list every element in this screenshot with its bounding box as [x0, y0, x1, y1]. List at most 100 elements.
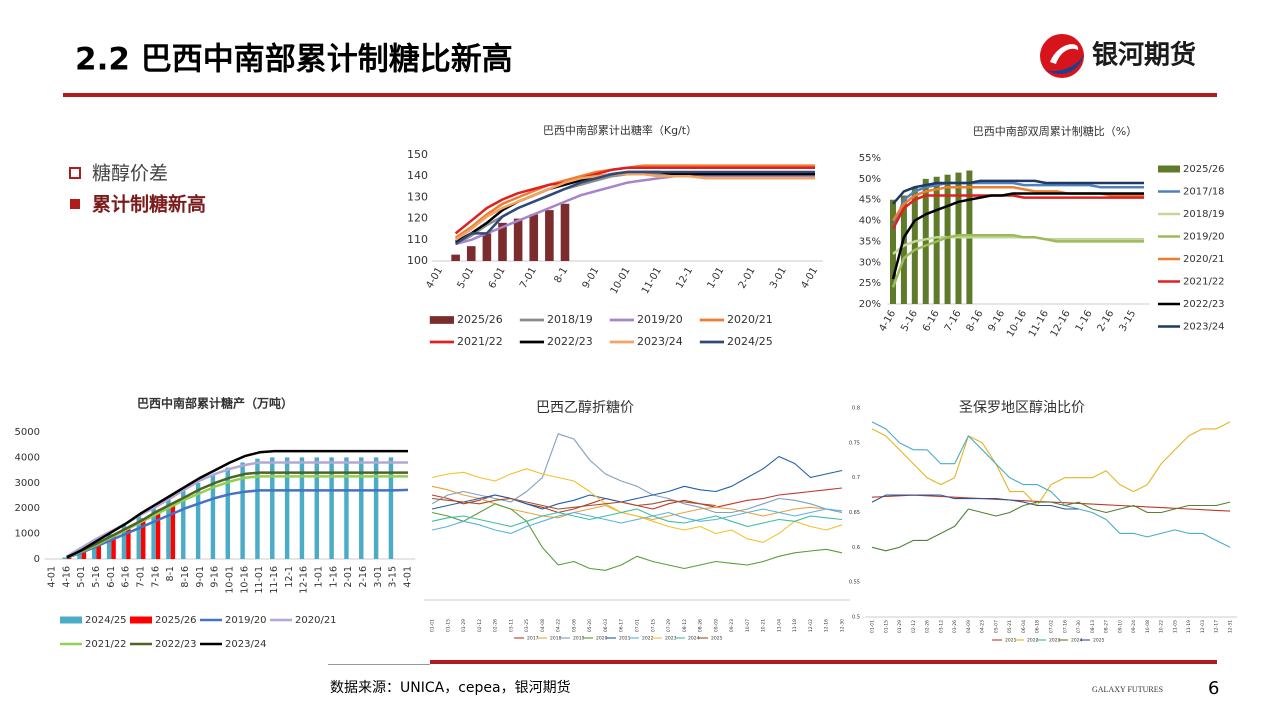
- y-tick-label: 150: [407, 148, 428, 161]
- line: [454, 172, 815, 241]
- line: [871, 421, 1231, 548]
- bar: [889, 199, 897, 304]
- x-tick-label: 12-31: [1228, 620, 1234, 633]
- legend-label: 2020/21: [1183, 254, 1225, 265]
- chart-title: 巴西中南部累计糖产（万吨）: [137, 396, 293, 411]
- bar: [498, 222, 507, 261]
- x-tick-label: 11-16: [1027, 309, 1051, 340]
- line: [66, 475, 408, 559]
- y-tick-label: 5000: [15, 427, 40, 438]
- line: [871, 421, 1231, 507]
- x-tick-label: 04-23: [980, 620, 986, 633]
- x-tick-label: 08-27: [1104, 620, 1110, 633]
- x-tick-label: 05-07: [993, 620, 999, 633]
- bar: [922, 178, 929, 304]
- line: [66, 449, 408, 559]
- y-tick-label: 0.8: [852, 406, 860, 412]
- chart-title: 巴西乙醇折糖价: [536, 399, 634, 416]
- logo-swoosh: [1050, 44, 1079, 64]
- x-tick-label: 8-16: [965, 309, 986, 334]
- x-tick-label: 10-21: [761, 619, 767, 632]
- y-tick-label: 0.7: [852, 475, 860, 481]
- x-tick-label: 1-01: [706, 266, 727, 291]
- x-tick-label: 12-16: [824, 619, 830, 632]
- bullet: 累计制糖新高: [92, 193, 206, 216]
- logo-arc: [1046, 54, 1084, 75]
- x-tick-label: 7-16: [943, 309, 964, 334]
- legend-label: 2024/25: [727, 335, 773, 348]
- y-tick-label: 50%: [859, 174, 881, 185]
- x-tick-label: 01-01: [430, 619, 436, 632]
- bar: [136, 515, 141, 559]
- x-tick-label: 03-12: [938, 620, 944, 633]
- legend-label: 2024: [1071, 638, 1083, 644]
- line: [431, 503, 843, 571]
- x-tick-label: 3-15: [388, 566, 399, 588]
- x-tick-label: 6-16: [121, 566, 132, 588]
- legend-label: 2021/22: [85, 639, 127, 650]
- legend-swatch: [1158, 165, 1180, 173]
- line: [454, 170, 815, 246]
- x-tick-label: 10-01: [609, 266, 633, 297]
- x-tick-label: 9-01: [581, 266, 602, 291]
- bullet-icon: [69, 167, 81, 179]
- line: [455, 172, 815, 246]
- x-tick-label: 02-26: [925, 620, 931, 633]
- legend-label: 2021: [1005, 638, 1017, 644]
- legend-label: 2025/26: [1183, 164, 1225, 175]
- y-tick-label: 130: [407, 190, 428, 203]
- x-tick-label: 10-01: [225, 566, 236, 594]
- x-tick-label: 07-15: [650, 619, 656, 632]
- x-tick-label: 12-03: [1200, 620, 1206, 633]
- chart-title: 圣保罗地区醇油比价: [959, 399, 1085, 416]
- y-tick-label: 45%: [859, 195, 881, 206]
- y-tick-label: 0.65: [849, 510, 860, 516]
- x-tick-label: 06-03: [603, 619, 609, 632]
- x-tick-label: 7-01: [518, 266, 539, 291]
- x-tick-label: 4-16: [877, 309, 898, 334]
- y-tick-label: 0.5: [852, 615, 860, 621]
- chart-title: 巴西中南部双周累计制糖比（%）: [973, 124, 1137, 138]
- x-tick-label: 6-01: [487, 266, 508, 291]
- x-tick-label: 6-01: [106, 566, 117, 588]
- line: [891, 185, 1144, 222]
- line: [66, 488, 409, 559]
- x-tick-label: 09-24: [1131, 620, 1137, 633]
- legend-label: 2023/24: [1183, 322, 1225, 333]
- bar: [482, 233, 492, 261]
- bar: [96, 543, 101, 559]
- y-tick-label: 40%: [859, 216, 881, 227]
- y-tick-label: 55%: [859, 153, 881, 164]
- x-tick-label: 01-29: [461, 619, 467, 632]
- bar: [344, 457, 349, 559]
- legend-label: 2019/20: [637, 313, 683, 326]
- x-tick-label: 1-16: [328, 566, 339, 588]
- x-tick-label: 07-01: [635, 619, 641, 632]
- x-tick-label: 08-12: [682, 619, 688, 632]
- x-tick-label: 2-01: [737, 266, 758, 291]
- bar: [155, 512, 161, 559]
- x-tick-label: 04-09: [966, 620, 972, 633]
- line: [891, 192, 1144, 280]
- x-tick-label: 12-17: [1214, 620, 1220, 633]
- y-tick-label: 0.6: [852, 545, 860, 551]
- legend-label: 2018/19: [547, 313, 593, 326]
- bar: [126, 528, 131, 559]
- x-tick-label: 01-29: [897, 620, 903, 633]
- bar: [81, 551, 87, 559]
- y-tick-label: 2000: [15, 503, 40, 514]
- x-tick-label: 07-29: [666, 619, 672, 632]
- legend-label: 2023: [665, 636, 677, 642]
- logo-text: 银河期货: [1092, 40, 1196, 71]
- header-rule: [63, 93, 1217, 97]
- x-tick-label: 8-1: [165, 566, 176, 582]
- x-tick-label: 08-26: [698, 619, 704, 632]
- x-tick-label: 11-16: [269, 566, 280, 594]
- x-tick-label: 5-16: [899, 309, 920, 334]
- x-tick-label: 06-04: [1021, 620, 1027, 633]
- x-tick-label: 03-26: [952, 620, 958, 633]
- line: [431, 455, 843, 510]
- line: [431, 485, 843, 521]
- line: [871, 501, 1231, 552]
- x-tick-label: 05-06: [571, 619, 577, 632]
